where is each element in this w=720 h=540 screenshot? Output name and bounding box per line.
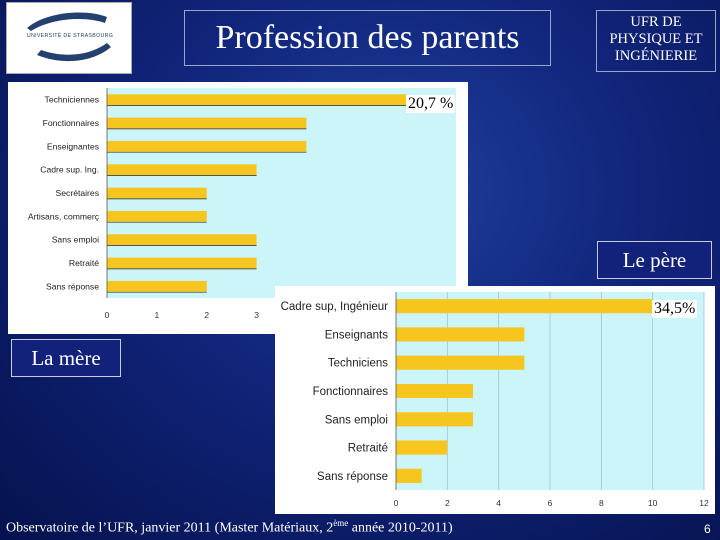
ufr-line-1: UFR DE <box>630 14 682 30</box>
logo-swoosh-icon <box>27 12 111 62</box>
pere-percent-label: 34,5% <box>652 300 698 318</box>
ufr-line-3: INGÉNIERIE <box>614 48 698 64</box>
pere-x-tick-1: 2 <box>445 498 450 508</box>
pere-category-label-2: Techniciens <box>328 358 388 370</box>
pere-category-label-5: Retraité <box>348 443 388 455</box>
pere-x-tick-3: 6 <box>548 498 553 508</box>
chart-mere: Techniciennes Fonctionnaires Enseignantes C… <box>8 82 468 334</box>
mere-category-label-6: Sans emploi <box>52 235 99 245</box>
pere-bar-4 <box>396 412 473 427</box>
mere-bar-2 <box>107 140 307 152</box>
page-number: 6 <box>704 522 711 536</box>
mere-category-label-7: Retraité <box>69 258 99 268</box>
pere-bar-6 <box>396 468 422 483</box>
pere-category-label-1: Enseignants <box>325 329 389 341</box>
mere-bar-3 <box>107 164 257 176</box>
pere-x-tick-5: 10 <box>648 498 658 508</box>
footer-text-before: Observatoire de l’UFR, janvier 2011 (Mas… <box>6 520 334 536</box>
mere-bar-4 <box>107 187 207 199</box>
pere-bar-2 <box>396 355 525 370</box>
footer-text-after: année 2010-2011) <box>348 520 453 536</box>
mere-x-tick-3: 3 <box>254 310 259 320</box>
ufr-line-2: PHYSIQUE ET <box>609 31 703 47</box>
mere-category-label-3: Cadre sup. Ing. <box>40 165 99 175</box>
mere-bar-6 <box>107 234 257 246</box>
mere-x-tick-1: 1 <box>154 310 159 320</box>
chart-mere-svg: Techniciennes Fonctionnaires Enseignantes C… <box>28 88 456 320</box>
mere-bar-1 <box>107 117 307 129</box>
mere-tag: La mère <box>11 339 121 377</box>
footer-sup: ème <box>333 518 349 528</box>
ufr-label: UFR DE PHYSIQUE ET INGÉNIERIE <box>596 10 716 72</box>
mere-x-tick-2: 2 <box>204 310 209 320</box>
footer-source: Observatoire de l’UFR, janvier 2011 (Mas… <box>6 518 453 537</box>
pere-bar-0 <box>396 299 653 314</box>
pere-x-tick-4: 8 <box>599 498 604 508</box>
pere-category-label-0: Cadre sup, Ingénieur <box>281 301 389 313</box>
mere-bar-0 <box>107 94 407 106</box>
pere-bar-3 <box>396 383 473 399</box>
pere-x-tick-2: 4 <box>496 498 501 508</box>
pere-category-label-4: Sans emploi <box>325 414 388 426</box>
mere-bar-5 <box>107 210 207 222</box>
pere-tag: Le père <box>597 241 712 279</box>
university-logo: UNIVERSITÉ DE STRASBOURG <box>6 2 132 74</box>
mere-category-label-5: Artisans, commerç <box>28 211 100 221</box>
mere-category-label-0: Techniciennes <box>45 95 99 105</box>
page-title: Profession des parents <box>184 10 551 66</box>
pere-category-label-3: Fonctionnaires <box>313 386 389 398</box>
mere-percent-label: 20,7 % <box>406 95 456 113</box>
pere-category-label-6: Sans réponse <box>317 471 388 483</box>
mere-bar-7 <box>107 257 257 269</box>
pere-bar-1 <box>396 327 525 342</box>
logo-text: UNIVERSITÉ DE STRASBOURG <box>26 33 114 39</box>
pere-x-tick-6: 12 <box>699 498 709 508</box>
mere-category-label-8: Sans réponse <box>46 281 99 291</box>
mere-bar-8 <box>107 280 207 292</box>
mere-category-label-4: Secrétaires <box>56 188 99 198</box>
mere-category-label-1: Fonctionnaires <box>43 118 99 128</box>
pere-bar-5 <box>396 440 448 455</box>
mere-x-tick-0: 0 <box>105 310 110 320</box>
chart-pere-svg: Cadre sup, Ingénieur Enseignants Technicie… <box>281 292 709 508</box>
mere-category-label-2: Enseignantes <box>47 141 99 151</box>
pere-x-tick-0: 0 <box>394 498 399 508</box>
chart-pere: Cadre sup, Ingénieur Enseignants Technicie… <box>275 286 715 514</box>
